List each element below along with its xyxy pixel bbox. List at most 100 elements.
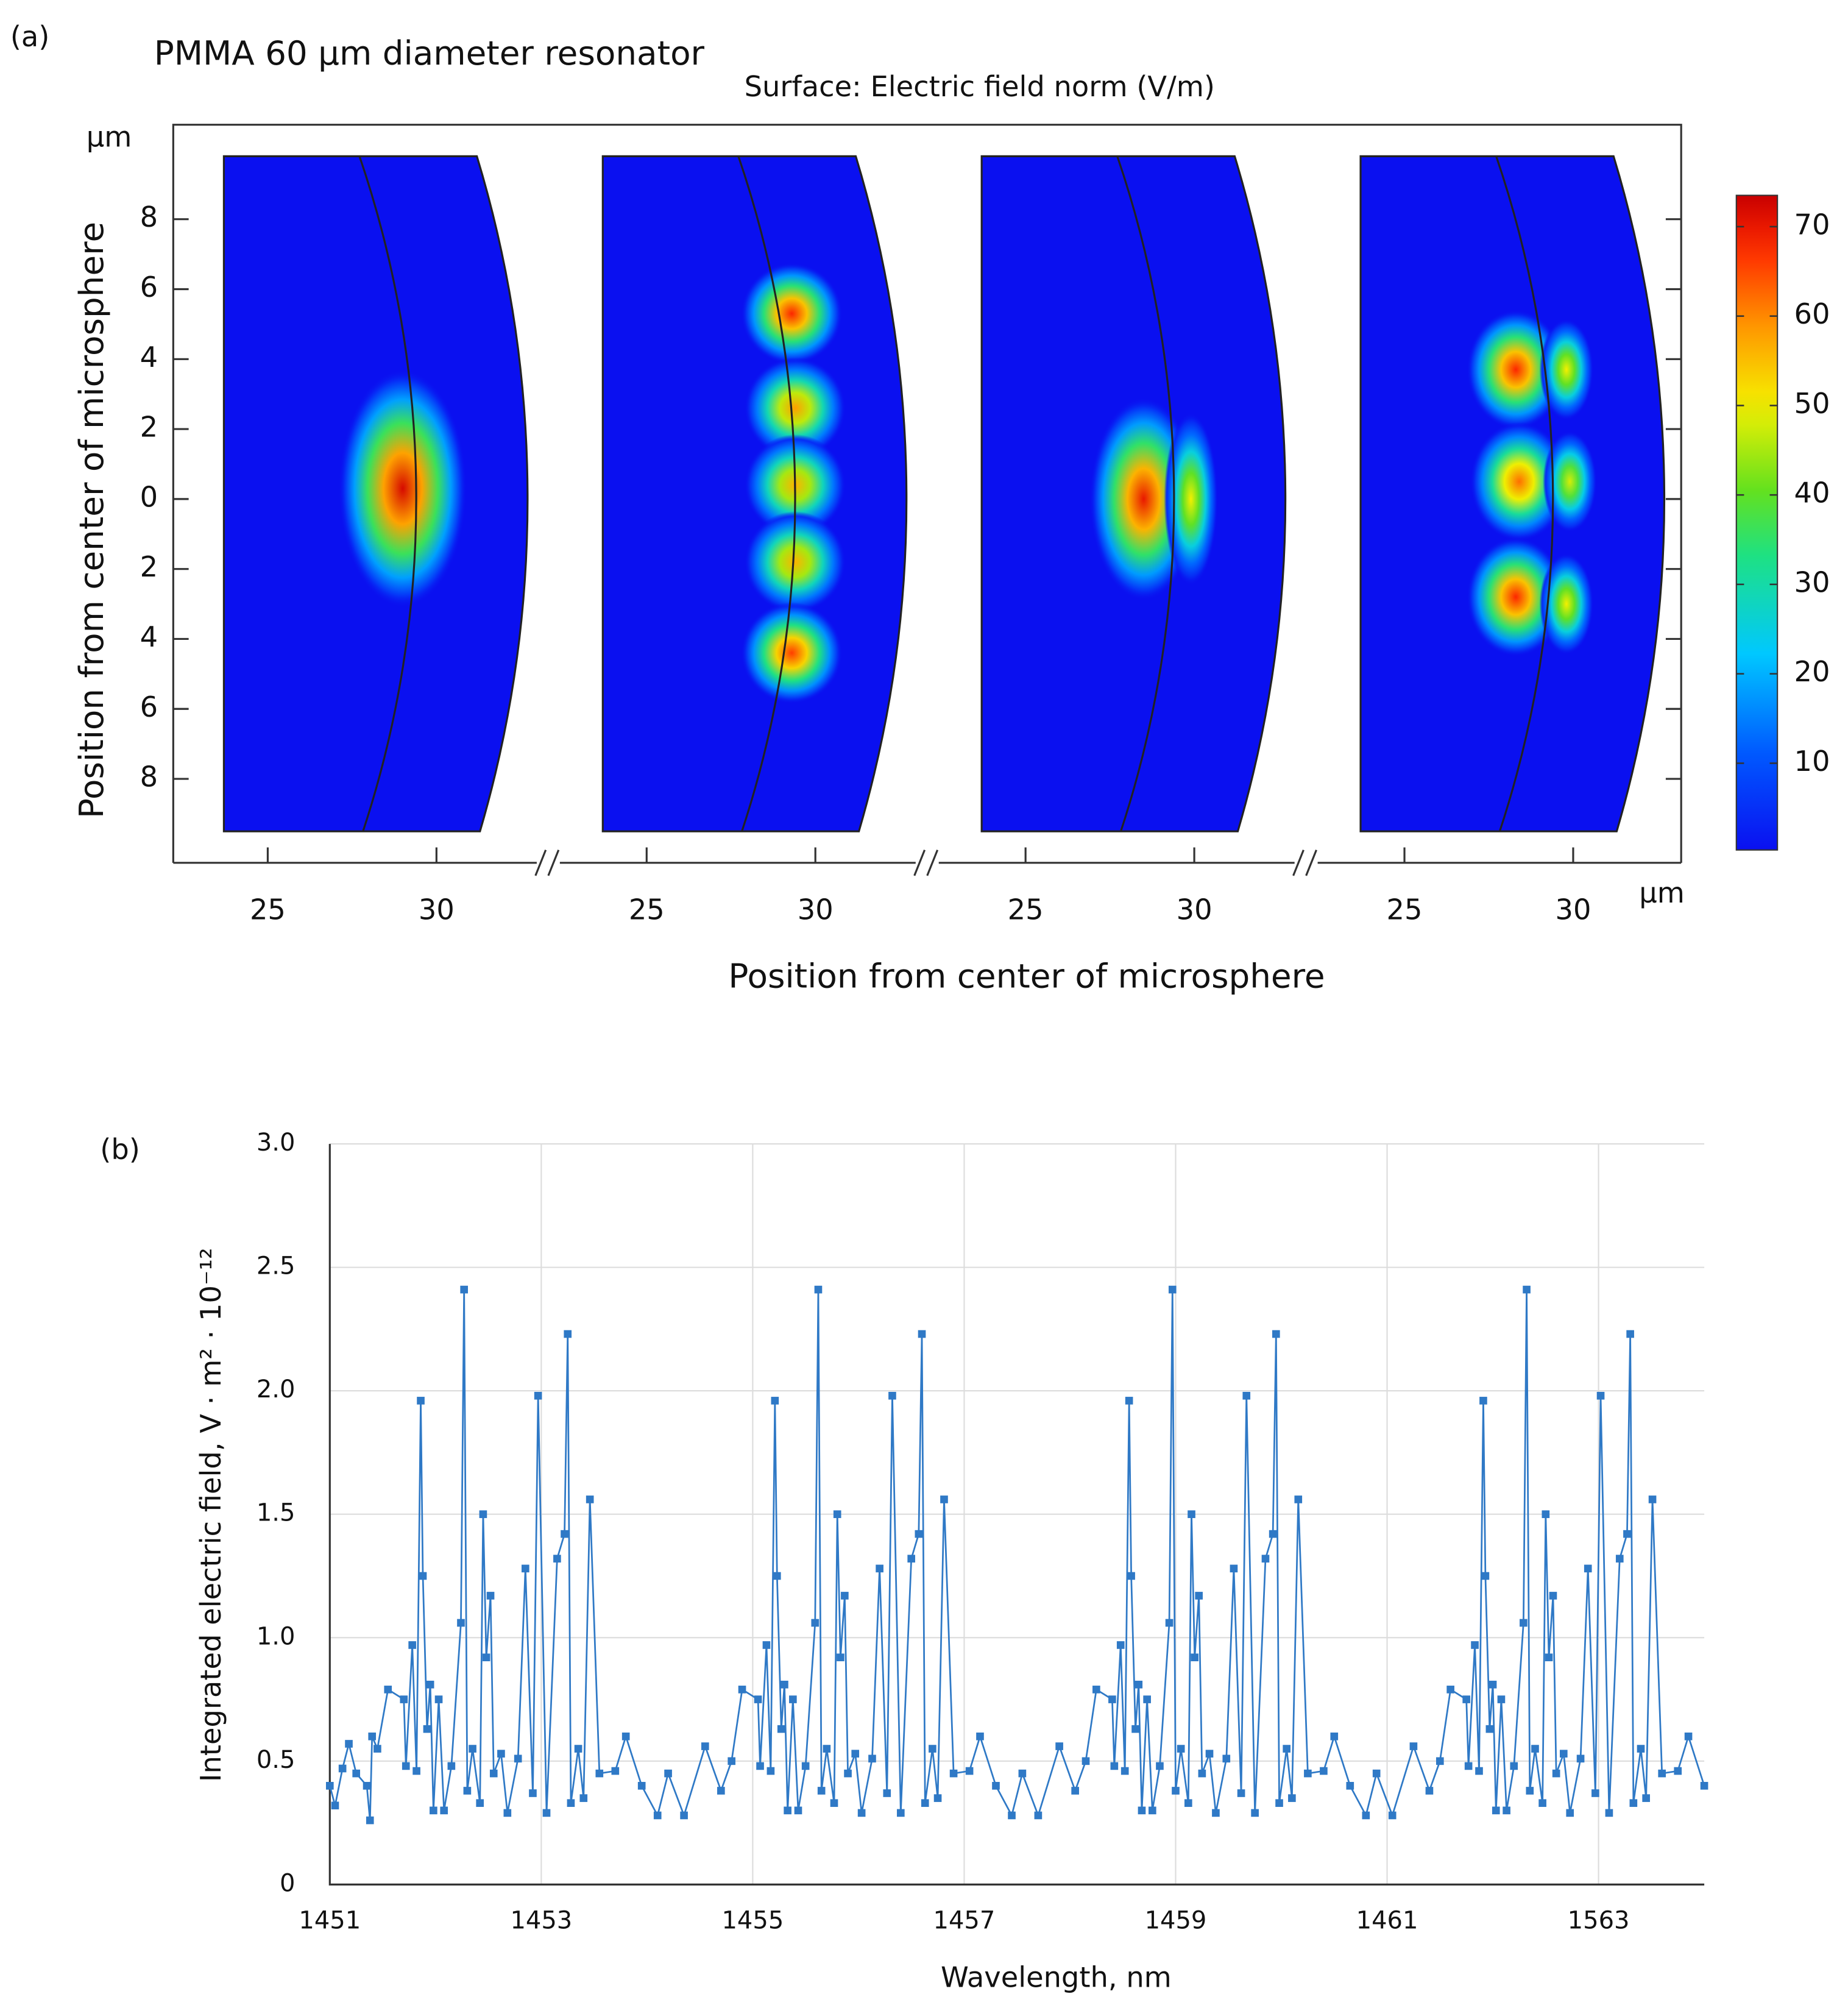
field-lobe xyxy=(741,263,843,364)
data-point xyxy=(717,1787,725,1795)
x-tick-label: 1453 xyxy=(510,1906,572,1934)
y-tick-label: 2.5 xyxy=(257,1252,296,1280)
data-point xyxy=(574,1745,582,1753)
data-point xyxy=(844,1769,852,1778)
data-point xyxy=(1481,1572,1490,1580)
data-point xyxy=(1658,1769,1666,1778)
data-point xyxy=(408,1641,416,1649)
x-tick-label: 25 xyxy=(250,893,286,926)
data-point xyxy=(1605,1809,1613,1817)
data-point xyxy=(1222,1754,1231,1763)
data-point xyxy=(1071,1787,1079,1795)
field-lobes xyxy=(1467,310,1597,657)
data-point xyxy=(888,1391,896,1400)
y-tick-label: 0 xyxy=(280,1869,295,1897)
data-point xyxy=(1700,1782,1708,1790)
data-point xyxy=(331,1801,339,1810)
x-axis-label: Wavelength, nm xyxy=(941,1961,1172,1994)
data-point xyxy=(1485,1725,1494,1733)
data-point xyxy=(1425,1787,1434,1795)
x-tick-label: 1459 xyxy=(1145,1906,1207,1934)
data-point xyxy=(897,1809,905,1817)
data-point xyxy=(1127,1572,1135,1580)
data-point xyxy=(1629,1799,1638,1808)
y-tick-label: 8 xyxy=(140,200,158,233)
data-point xyxy=(430,1806,437,1815)
data-point xyxy=(1191,1653,1199,1662)
data-point xyxy=(400,1695,408,1703)
data-point xyxy=(486,1592,495,1600)
data-point xyxy=(992,1782,1000,1790)
field-lobe xyxy=(741,602,843,704)
data-point xyxy=(368,1733,377,1740)
data-point xyxy=(868,1754,876,1763)
data-point xyxy=(1125,1397,1133,1405)
y-tick-label: 6 xyxy=(140,271,158,303)
data-point xyxy=(621,1733,630,1740)
data-point xyxy=(1464,1762,1473,1770)
x-tick-label: 30 xyxy=(798,893,834,926)
data-point xyxy=(363,1782,371,1790)
data-point xyxy=(440,1806,448,1815)
data-point xyxy=(1531,1745,1539,1753)
data-point xyxy=(1116,1641,1125,1649)
data-point xyxy=(738,1686,746,1694)
data-point xyxy=(423,1725,431,1733)
data-point xyxy=(1538,1799,1546,1808)
data-point xyxy=(1523,1285,1531,1294)
data-point xyxy=(1559,1750,1568,1758)
data-point xyxy=(756,1762,764,1770)
data-point xyxy=(426,1680,434,1689)
data-point xyxy=(542,1809,551,1817)
data-point xyxy=(754,1695,762,1703)
data-point xyxy=(653,1811,662,1820)
data-point xyxy=(771,1397,779,1405)
data-point xyxy=(1120,1767,1129,1775)
data-point xyxy=(1251,1809,1259,1817)
data-point xyxy=(1288,1794,1296,1802)
field-lobe xyxy=(1543,431,1597,533)
data-point xyxy=(479,1510,487,1519)
y-tick-label: 4 xyxy=(140,341,158,374)
data-point xyxy=(823,1745,831,1753)
data-point xyxy=(1591,1789,1599,1797)
data-point xyxy=(489,1769,498,1778)
data-point xyxy=(915,1530,923,1538)
data-point xyxy=(1615,1555,1624,1563)
data-point xyxy=(1542,1510,1550,1519)
y-tick-label: 6 xyxy=(140,690,158,723)
data-point xyxy=(1269,1530,1277,1538)
data-point xyxy=(811,1619,820,1627)
data-point xyxy=(579,1794,588,1802)
data-point xyxy=(419,1572,427,1580)
axis-break xyxy=(534,850,560,876)
chart-subtitle: Surface: Electric field norm (V/m) xyxy=(745,70,1215,103)
y-tick-label: 8 xyxy=(140,761,158,793)
field-lobe xyxy=(1470,422,1568,541)
data-point xyxy=(1471,1641,1479,1649)
data-line xyxy=(328,1290,1705,1821)
data-point xyxy=(929,1745,936,1753)
data-point xyxy=(373,1745,381,1753)
data-point xyxy=(1526,1787,1534,1795)
data-point xyxy=(1138,1806,1146,1815)
data-point xyxy=(637,1782,646,1790)
field-lobes xyxy=(1089,397,1218,601)
data-point xyxy=(338,1764,347,1773)
data-point xyxy=(1177,1745,1185,1753)
data-point xyxy=(940,1495,948,1503)
data-point xyxy=(1566,1809,1574,1817)
data-point xyxy=(1584,1564,1592,1573)
data-point xyxy=(1436,1757,1444,1765)
x-tick-label: 25 xyxy=(629,893,665,926)
data-point xyxy=(447,1762,456,1770)
data-point xyxy=(1165,1619,1174,1627)
data-point xyxy=(1648,1495,1657,1503)
data-point xyxy=(781,1680,788,1689)
axis-break xyxy=(1292,850,1317,876)
field-lobe xyxy=(1467,537,1565,657)
data-point xyxy=(1545,1653,1553,1662)
data-point xyxy=(1188,1510,1195,1519)
data-point xyxy=(469,1745,476,1753)
